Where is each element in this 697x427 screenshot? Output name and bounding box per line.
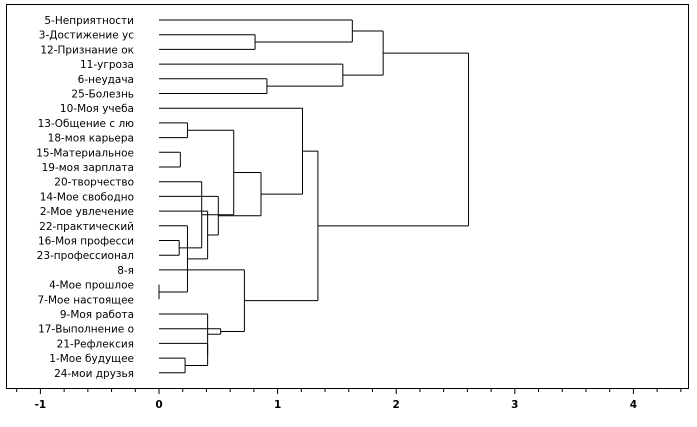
x-tick-label: -1 (35, 399, 47, 411)
leaf-label: 5-Неприятности (44, 15, 134, 27)
x-tick-label: 1 (274, 399, 281, 411)
leaf-label: 18-моя карьера (48, 133, 134, 145)
x-axis: -1 0 1 2 3 4 (16, 389, 682, 411)
x-tick-label: 3 (511, 399, 518, 411)
leaf-label: 23-профессионал (37, 250, 134, 262)
leaf-label: 15-Материальное (36, 147, 134, 159)
leaf-label: 12-Признание ок (40, 44, 134, 56)
leaf-label: 10-Моя учеба (60, 103, 134, 115)
leaf-label: 21-Рефлексия (57, 338, 134, 350)
x-tick-label: 0 (155, 399, 162, 411)
leaf-label: 8-я (117, 265, 134, 277)
leaf-label: 24-мои друзья (54, 368, 134, 380)
leaf-labels: 5-Неприятности 3-Достижение ус 12-Признани… (36, 15, 134, 380)
leaf-label: 1-Мое будущее (49, 353, 134, 365)
dendrogram-links (158, 19, 470, 374)
x-tick-label: 2 (393, 399, 400, 411)
leaf-label: 20-творчество (54, 177, 134, 189)
leaf-label: 2-Мое увлечение (40, 206, 134, 218)
plot-frame (6, 4, 689, 389)
leaf-label: 14-Мое свободно (40, 191, 134, 203)
leaf-label: 16-Моя професси (38, 236, 134, 248)
leaf-label: 7-Мое настоящее (38, 294, 135, 306)
leaf-label: 3-Достижение ус (39, 30, 134, 42)
x-tick-label: 4 (630, 399, 637, 411)
leaf-label: 4-Мое прошлое (49, 280, 134, 292)
leaf-label: 25-Болезнь (71, 89, 134, 101)
leaf-label: 19-моя зарплата (42, 162, 134, 174)
leaf-label: 22-практический (39, 221, 134, 233)
leaf-label: 9-Моя работа (60, 309, 134, 321)
leaf-label: 11-угроза (80, 59, 134, 71)
leaf-label: 6-неудача (78, 74, 134, 86)
leaf-label: 17-Выполнение о (38, 324, 134, 336)
leaf-label: 13-Общение с лю (38, 118, 135, 130)
